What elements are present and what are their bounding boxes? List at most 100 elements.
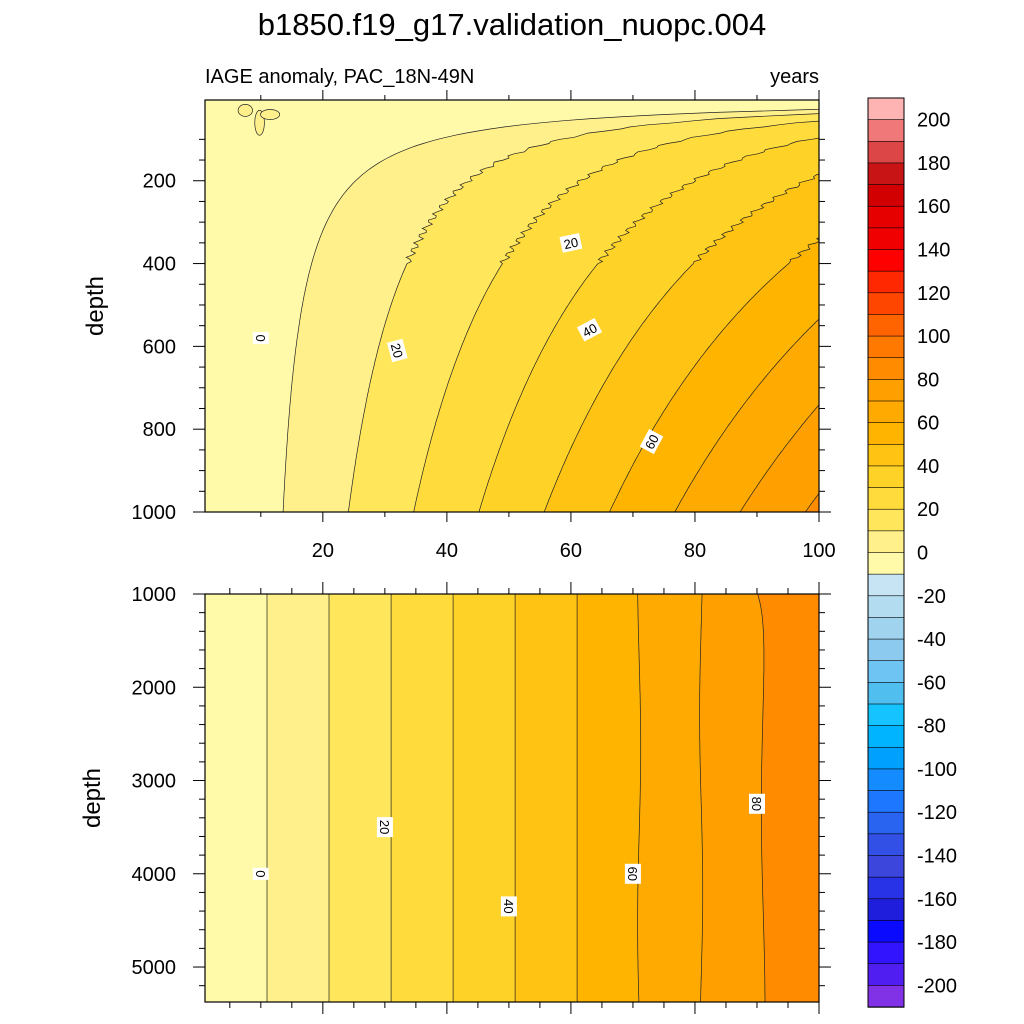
colorbar-tick-label: 140 [917,240,950,262]
colorbar-swatch [867,920,905,943]
colorbar-swatch [867,811,905,835]
lower-contour-label-bg [500,896,517,917]
lower-contour-line-60 [637,594,642,1002]
upper-x-tick-label: 100 [802,540,835,562]
lower-contour-lines [266,594,819,1002]
colorbar-swatch [867,617,905,640]
colorbar-tick-label: 0 [917,543,928,565]
upper-contour-label-text: 20 [562,235,579,253]
lower-contour-label-bg [376,817,393,838]
colorbar-swatch [867,725,905,748]
colorbar-swatch [867,140,905,164]
upper-contour-label-bg [576,318,603,342]
colorbar-swatch [867,660,905,684]
lower-y-axis-label: depth [79,768,106,828]
colorbar-swatch [867,573,905,597]
figure-title: b1850.f19_g17.validation_nuopc.004 [258,7,767,42]
upper-contour-label: 40 [576,318,603,342]
colorbar-swatch [867,595,905,619]
lower-y-tick-label: 3000 [132,771,177,793]
lower-contour-label-bg [624,863,641,884]
upper-x-tick-label: 60 [560,540,582,562]
upper-contour-band-90 [829,100,850,512]
lower-contour-label-text: 40 [501,899,516,913]
colorbar-tick-label: -40 [917,629,946,651]
lower-contour-label: 60 [624,863,641,884]
lower-contour-label-text: 80 [749,797,764,811]
colorbar-swatch [867,314,905,337]
upper-y-tick-label: 200 [143,171,176,193]
upper-x-tick-label: 40 [436,540,458,562]
colorbar-tick-label: 160 [917,196,950,218]
colorbar-swatch [867,335,905,359]
colorbar-swatch [867,292,905,316]
lower-contour-labels: 0 20 40 60 80 [252,793,765,917]
colorbar-tick-label: 100 [917,326,950,348]
colorbar-swatch [867,530,905,554]
colorbar-swatch [867,746,905,770]
colorbar-swatch [867,465,905,489]
colorbar-swatch [867,270,905,294]
colorbar-tick-label: 200 [917,110,950,132]
upper-contour-line-20 [413,120,819,512]
upper-contour-label: 60 [639,429,664,455]
colorbar-tick-label: -160 [917,889,957,911]
colorbar-swatch [867,357,905,381]
colorbar-tick-label: -140 [917,846,957,868]
colorbar-swatch [867,379,905,402]
colorbar-swatch [867,508,905,532]
colorbar-swatch [867,162,905,186]
upper-contour-island [237,104,253,117]
colorbar-tick-label: -120 [917,802,957,824]
upper-contour-line-40 [543,173,819,512]
upper-y-tick-label: 800 [143,419,176,441]
lower-contour-label: 40 [500,896,517,917]
colorbar-swatch [867,552,905,575]
upper-contour-labels: 0 20 20 40 60 [252,232,664,455]
colorbar-swatch [867,443,905,467]
colorbar-tick-label: -60 [917,672,946,694]
lower-contour-label: 80 [749,793,765,814]
lower-plot-frame [204,593,820,1003]
upper-contour-island [260,109,281,120]
colorbar-tick-label: 80 [917,369,939,391]
lower-y-tick-label: 5000 [132,957,177,979]
lower-axis-ticks: 1000 2000 3000 4000 5000 [132,582,831,1014]
upper-contour-label-bg [386,338,408,363]
upper-y-tick-label: 1000 [132,502,177,524]
upper-contour-label-bg [559,232,583,253]
lower-filled-contours [205,594,829,1002]
lower-contour-line-70 [699,594,704,1002]
upper-y-axis-label: depth [82,276,109,336]
lower-contour-label: 0 [252,867,269,880]
upper-contour-label-text: 0 [253,334,268,341]
upper-y-tick-label: 600 [143,336,176,358]
lower-contour-band-90 [819,594,829,1002]
upper-contour-line-70 [739,404,819,512]
upper-x-tick-label: 20 [312,540,334,562]
colorbar-swatch [867,985,905,1008]
colorbar-swatch [867,205,905,229]
colorbar-swatch [867,682,905,705]
colorbar-tick-label: -80 [917,716,946,738]
upper-contour-label-text: 20 [388,342,406,360]
lower-contour-label-text: 0 [253,870,268,877]
colorbar-tick-label: 40 [917,456,939,478]
lower-y-tick-label: 2000 [132,677,177,699]
colorbar-swatch [867,855,905,878]
colorbar-swatch [867,184,905,207]
colorbar-tick-label: 20 [917,499,939,521]
left-subtitle: IAGE anomaly, PAC_18N-49N [205,66,474,88]
colorbar-swatch [867,227,905,251]
upper-contour-label-text: 60 [642,432,662,452]
colorbar-tick-label: 180 [917,153,950,175]
lower-contour-label-text: 60 [625,867,640,881]
lower-contour-label-text: 20 [377,820,392,834]
upper-contour-label: 20 [386,338,408,363]
colorbar-swatch [867,638,905,662]
upper-y-tick-label: 400 [143,254,176,276]
lower-contour-label-bg [749,793,765,814]
colorbar-frame [867,97,905,1008]
colorbar-swatch [867,249,905,272]
